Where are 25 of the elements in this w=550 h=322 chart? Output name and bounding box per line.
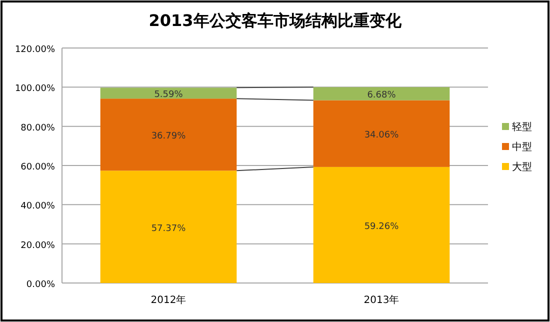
legend-label: 轻型 — [512, 121, 532, 133]
bar — [100, 98, 237, 171]
chart-title: 2013年公交客车市场结构比重变化 — [148, 11, 402, 30]
bar — [313, 166, 450, 283]
y-tick-label: 40.00% — [20, 202, 56, 212]
y-tick-label: 100.00% — [14, 84, 56, 94]
y-tick-label: 120.00% — [14, 45, 56, 55]
data-label: 5.59% — [154, 90, 184, 100]
bar — [100, 88, 237, 99]
data-label: 57.37% — [151, 224, 186, 234]
data-label: 6.68% — [367, 90, 396, 101]
bar — [313, 87, 450, 100]
bar — [313, 100, 450, 167]
x-tick-label: 2013年 — [364, 294, 400, 306]
y-tick-label: 60.00% — [20, 162, 56, 172]
x-tick-label: 2012年 — [150, 294, 186, 306]
y-tick-label: 80.00% — [20, 123, 56, 134]
data-label: 36.79% — [151, 132, 186, 142]
data-label: 59.26% — [364, 222, 400, 232]
bar — [100, 170, 237, 283]
y-tick-label: 0.00% — [26, 280, 56, 290]
legend-label: 大型 — [512, 161, 532, 173]
legend-label: 中型 — [512, 141, 532, 153]
data-label: 34.06% — [364, 130, 400, 141]
y-tick-label: 20.00% — [20, 240, 56, 251]
